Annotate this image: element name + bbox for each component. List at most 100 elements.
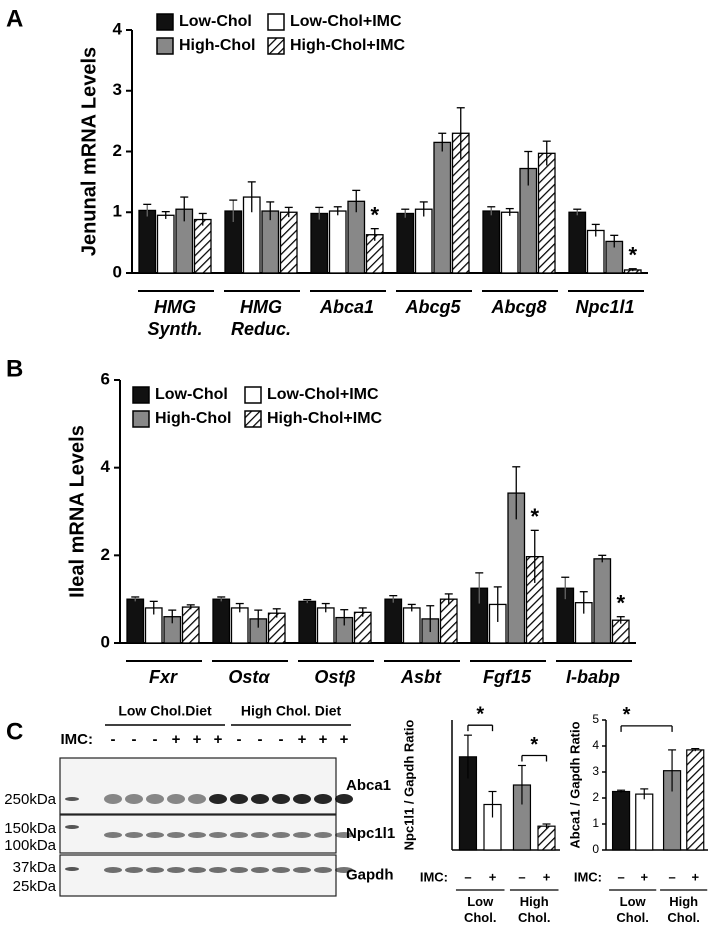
y-axis-label: Ileal mRNA Levels [66,425,88,598]
bar [414,208,433,274]
blot-band [167,832,185,838]
bar [635,793,654,851]
legend-swatch [132,386,150,404]
y-axis-label: Jenunal mRNA Levels [78,47,100,256]
imc-sign: - [132,731,137,748]
x-tick-label-box: Ostα [228,667,270,687]
y-tick-label: 4 [101,457,111,476]
legend-label: High-Chol [155,410,231,427]
imc-sign: - [258,731,263,748]
legend-swatch [156,37,174,55]
imc-sign: + [193,731,202,748]
significance: * [530,504,539,529]
x-tick-label-box: Abcg8 [491,297,547,317]
blot-band [335,867,353,873]
blot-band [314,832,332,838]
legend-swatch [156,13,174,31]
x-tick-label-box: Abca1 [320,297,374,317]
blot-band [272,867,290,873]
band-label: Npc1l1 [346,825,395,842]
y-axis-label: Npc1l1 / Gapdh Ratio [401,720,416,851]
bar [328,210,347,274]
x-tick-label: HMG Reduc. [230,297,291,339]
bar [267,612,286,644]
blot-band [230,867,248,873]
group-label: Low Chol. [463,894,497,925]
band-label: Gapdh [346,866,394,883]
bar [586,229,605,274]
blot-band [104,794,122,804]
blot-strip [59,854,337,897]
bar [568,211,587,274]
bar [310,212,329,274]
bar [537,152,556,274]
blot-band [272,832,290,838]
significance: * [616,591,625,616]
blot-band [188,794,206,804]
x-tick-label: Npc1l1 [575,297,635,317]
x-tick-label: Ostα [228,667,270,687]
y-tick-label: 1 [113,202,122,221]
blot-band [209,794,227,804]
bar [230,607,249,644]
significance: * [370,202,379,227]
legend-swatch [244,386,262,404]
imc-sign: + [340,731,349,748]
ladder-band [65,825,79,829]
bar [156,214,175,274]
x-tick-label: Asbt [401,667,441,687]
bar [138,209,157,274]
y-tick-label: 1 [592,816,599,830]
x-axis-label: IMC: [574,869,602,884]
x-tick-label: Abcg5 [405,297,461,317]
group-label-box: Low Chol. [463,894,497,925]
x-tick-label: – [617,869,624,884]
x-tick-label: – [518,869,525,884]
x-tick-label-box: Ostβ [314,667,356,687]
y-tick-label: 2 [101,545,110,564]
bar [193,218,212,274]
blot-band [188,832,206,838]
imc-sign: + [319,731,328,748]
panel-letter: A [6,5,23,32]
x-tick-label: Abcg8 [491,297,547,317]
bar [298,600,317,644]
group-label-box: Low Chol. [616,894,649,925]
y-tick-label: 0 [592,842,599,856]
y-tick-label: 4 [592,738,599,752]
blot-band [293,867,311,873]
x-tick-label: Ostβ [314,667,356,687]
blot-band [167,794,185,804]
bar [353,611,372,644]
blot-band [314,794,332,804]
imc-sign: + [298,731,307,748]
group-label-box: High Chol. [667,894,700,925]
x-tick-label: I-babp [566,667,620,687]
blot-band [272,794,290,804]
group-label: Low Chol. [616,894,649,925]
blot-band [104,832,122,838]
blot-band [146,832,164,838]
blot-band [146,794,164,804]
blot-strip [59,757,337,815]
blot-band [314,867,332,873]
panel-letter: C [6,718,23,745]
y-tick-label: 3 [592,764,599,778]
y-tick-label: 0 [113,262,122,281]
bar [212,598,231,644]
bar [482,210,501,274]
y-tick-label: 5 [592,712,599,726]
significance: * [530,734,538,756]
bar [384,598,403,644]
legend-label: Low-Chol+IMC [290,13,402,30]
blot-band [125,832,143,838]
blot-group-label: Low Chol.Diet [118,703,212,719]
imc-sign: + [172,731,181,748]
bar [686,749,705,851]
legend-label: High-Chol+IMC [290,37,406,54]
bar [126,598,145,644]
bar [396,212,415,274]
x-tick-label-box: HMG Synth. [147,297,202,339]
x-tick-label-box: I-babp [566,667,620,687]
